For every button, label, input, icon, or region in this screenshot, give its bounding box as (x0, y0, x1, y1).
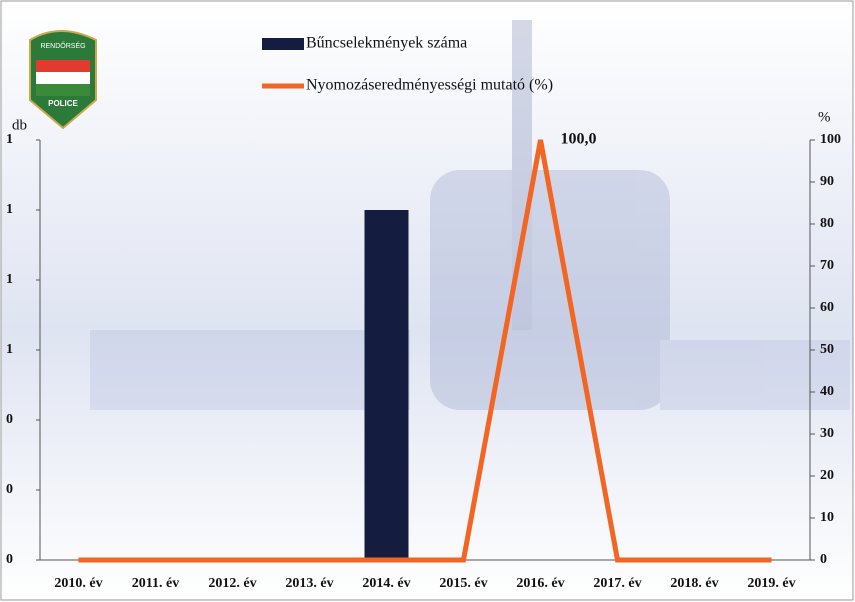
y-tick-label: 1 (6, 202, 13, 217)
y2-tick-label: 70 (820, 258, 834, 273)
chart: RENDŐRSÉG POLICE db % 000111101020304050… (0, 0, 855, 602)
y-tick-label: 1 (6, 272, 13, 287)
x-tick-label: 2015. év (439, 576, 487, 591)
x-tick-label: 2011. év (132, 576, 179, 591)
x-tick-label: 2016. év (516, 576, 564, 591)
logo-top-text: RENDŐRSÉG (40, 41, 85, 50)
legend-label: Bűncselekmények száma (306, 35, 467, 52)
y2-tick-label: 80 (820, 216, 834, 231)
bar (365, 210, 409, 560)
x-tick-label: 2013. év (285, 576, 333, 591)
logo-bottom-text: POLICE (48, 99, 78, 108)
legend-label: Nyomozáseredményességi mutató (%) (306, 77, 553, 94)
legend-swatch (262, 38, 304, 50)
y2-tick-label: 50 (820, 342, 834, 357)
y2-tick-label: 30 (820, 426, 834, 441)
y2-tick-label: 60 (820, 300, 834, 315)
y-tick-label: 0 (6, 412, 13, 427)
y2-tick-label: 10 (820, 510, 834, 525)
y2-tick-label: 0 (820, 552, 827, 567)
x-tick-label: 2010. év (54, 576, 102, 591)
y-tick-label: 0 (6, 482, 13, 497)
x-tick-label: 2014. év (362, 576, 410, 591)
y2-tick-label: 40 (820, 384, 834, 399)
y-tick-label: 1 (6, 132, 13, 147)
data-label: 100,0 (561, 131, 597, 148)
y2-tick-label: 20 (820, 468, 834, 483)
x-tick-label: 2012. év (208, 576, 256, 591)
y-tick-label: 1 (6, 342, 13, 357)
y2-axis-label: % (818, 109, 831, 125)
y2-tick-label: 100 (820, 132, 841, 147)
x-tick-label: 2018. év (670, 576, 718, 591)
y2-tick-label: 90 (820, 174, 834, 189)
y-tick-label: 0 (6, 552, 13, 567)
x-tick-label: 2017. év (593, 576, 641, 591)
x-tick-label: 2019. év (747, 576, 795, 591)
y-axis-label: db (12, 117, 27, 133)
